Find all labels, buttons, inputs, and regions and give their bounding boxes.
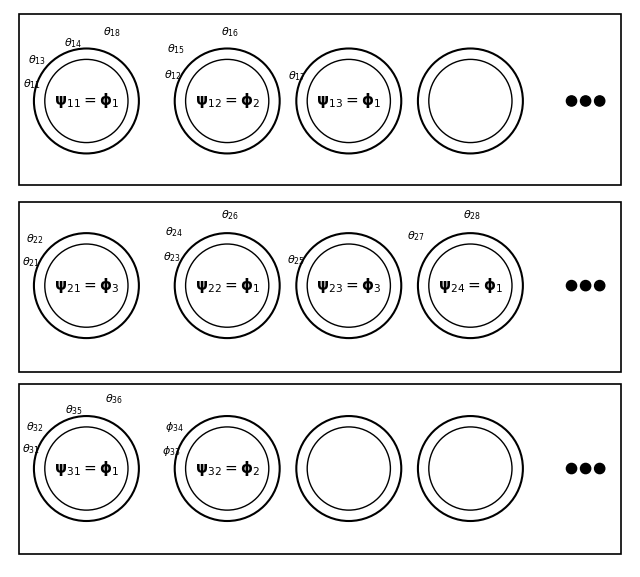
Text: $\theta_{18}$: $\theta_{18}$: [103, 25, 121, 39]
Ellipse shape: [595, 96, 605, 106]
Text: $\mathbf{\psi}_{24}{=}\mathbf{\phi}_1$: $\mathbf{\psi}_{24}{=}\mathbf{\phi}_1$: [438, 276, 503, 295]
Text: $\theta_{31}$: $\theta_{31}$: [22, 442, 40, 456]
Ellipse shape: [566, 463, 577, 474]
Text: $\theta_{16}$: $\theta_{16}$: [221, 25, 239, 39]
Text: $\theta_{36}$: $\theta_{36}$: [105, 392, 123, 406]
Text: $\mathbf{\psi}_{32}{=}\mathbf{\phi}_2$: $\mathbf{\psi}_{32}{=}\mathbf{\phi}_2$: [195, 459, 260, 478]
Ellipse shape: [566, 280, 577, 291]
Ellipse shape: [566, 96, 577, 106]
Text: $\theta_{35}$: $\theta_{35}$: [65, 403, 83, 417]
Text: $\mathbf{\psi}_{12}{=}\mathbf{\phi}_2$: $\mathbf{\psi}_{12}{=}\mathbf{\phi}_2$: [195, 92, 260, 110]
Text: $\theta_{24}$: $\theta_{24}$: [165, 225, 183, 239]
Text: $\theta_{28}$: $\theta_{28}$: [463, 208, 481, 222]
Text: $\phi_{34}$: $\phi_{34}$: [164, 420, 184, 434]
Text: $\mathbf{\psi}_{22}{=}\mathbf{\phi}_1$: $\mathbf{\psi}_{22}{=}\mathbf{\phi}_1$: [195, 276, 260, 295]
Text: $\phi_{33}$: $\phi_{33}$: [163, 444, 180, 458]
Text: $\theta_{17}$: $\theta_{17}$: [288, 69, 306, 83]
Text: $\theta_{27}$: $\theta_{27}$: [407, 230, 425, 243]
Text: $\theta_{21}$: $\theta_{21}$: [22, 256, 40, 269]
Text: $\theta_{15}$: $\theta_{15}$: [167, 42, 185, 56]
Ellipse shape: [595, 463, 605, 474]
Text: $\theta_{25}$: $\theta_{25}$: [287, 253, 305, 267]
Text: $\theta_{13}$: $\theta_{13}$: [28, 54, 46, 68]
Text: $\mathbf{\psi}_{13}{=}\mathbf{\phi}_1$: $\mathbf{\psi}_{13}{=}\mathbf{\phi}_1$: [316, 92, 381, 110]
Ellipse shape: [580, 96, 591, 106]
Text: $\theta_{23}$: $\theta_{23}$: [163, 250, 180, 264]
Bar: [19, 384, 621, 554]
Text: $\mathbf{\psi}_{31}{=}\mathbf{\phi}_1$: $\mathbf{\psi}_{31}{=}\mathbf{\phi}_1$: [54, 459, 119, 478]
Text: $\theta_{14}$: $\theta_{14}$: [65, 36, 83, 50]
Text: $\mathbf{\psi}_{23}{=}\mathbf{\phi}_3$: $\mathbf{\psi}_{23}{=}\mathbf{\phi}_3$: [316, 276, 381, 295]
Ellipse shape: [595, 280, 605, 291]
Bar: [19, 14, 621, 185]
Bar: [19, 202, 621, 372]
Text: $\theta_{12}$: $\theta_{12}$: [164, 68, 182, 82]
Text: $\theta_{22}$: $\theta_{22}$: [26, 233, 44, 246]
Text: $\mathbf{\psi}_{21}{=}\mathbf{\phi}_3$: $\mathbf{\psi}_{21}{=}\mathbf{\phi}_3$: [54, 276, 119, 295]
Text: $\theta_{26}$: $\theta_{26}$: [221, 208, 239, 222]
Ellipse shape: [580, 463, 591, 474]
Text: $\theta_{32}$: $\theta_{32}$: [26, 420, 44, 434]
Text: $\theta_{11}$: $\theta_{11}$: [23, 77, 41, 91]
Text: $\mathbf{\psi}_{11}{=}\mathbf{\phi}_1$: $\mathbf{\psi}_{11}{=}\mathbf{\phi}_1$: [54, 92, 119, 110]
Ellipse shape: [580, 280, 591, 291]
